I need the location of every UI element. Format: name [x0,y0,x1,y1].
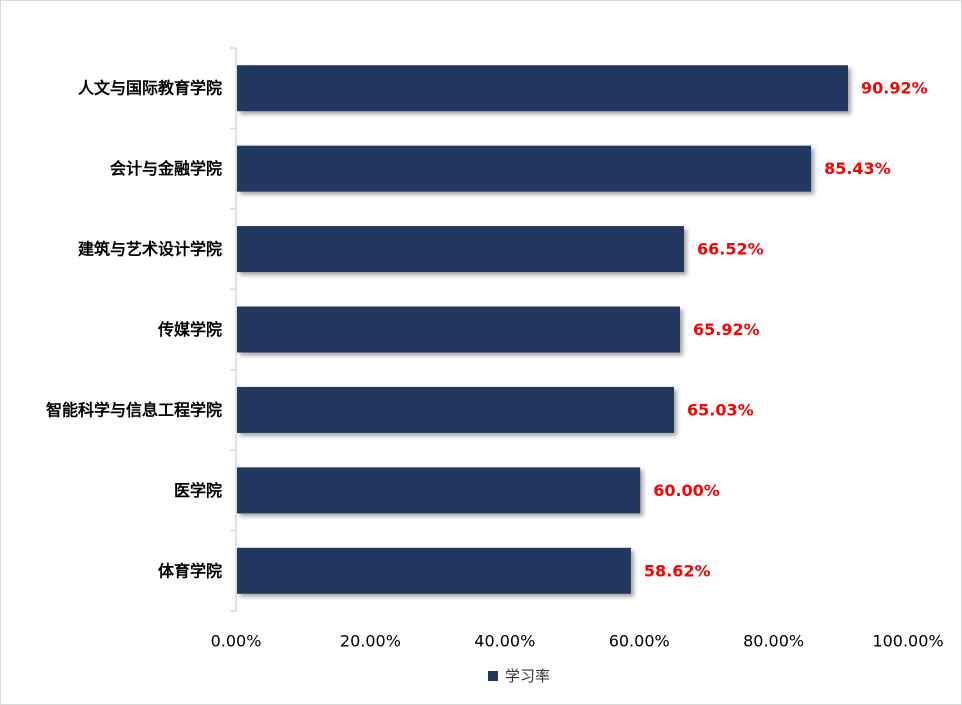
bar [237,145,812,192]
category-label: 体育学院 [158,561,222,580]
category-label: 人文与国际教育学院 [78,79,222,98]
y-axis [230,47,237,612]
x-tick-label: 0.00% [211,632,262,651]
bar [237,547,631,594]
category-label: 智能科学与信息工程学院 [46,400,222,419]
x-tick-label: 20.00% [340,632,401,651]
bar [237,306,680,353]
x-tick-label: 100.00% [872,632,943,651]
legend: 学习率 [488,667,550,685]
data-label: 90.92% [861,79,928,98]
category-label: 会计与金融学院 [110,159,222,178]
bar [237,467,641,514]
category-labels: 人文与国际教育学院会计与金融学院建筑与艺术设计学院传媒学院智能科学与信息工程学院… [46,79,222,581]
x-tick-label: 40.00% [474,632,535,651]
data-label: 65.03% [687,400,754,419]
bars [237,65,848,594]
legend-swatch [488,671,498,681]
x-tick-label: 80.00% [743,632,804,651]
x-tick-label: 60.00% [609,632,670,651]
data-label: 66.52% [697,240,764,259]
data-label: 85.43% [824,159,891,178]
data-label: 58.62% [644,561,711,580]
category-label: 建筑与艺术设计学院 [78,240,222,259]
data-label: 65.92% [693,320,760,339]
bar [237,226,685,273]
data-label: 60.00% [653,481,720,500]
data-labels: 90.92% 85.43% 66.52% 65.92% 65.03% 60.00% 58.6… [644,79,928,581]
category-label: 传媒学院 [157,320,222,339]
bar [237,65,848,112]
category-label: 医学院 [174,481,222,500]
bar [237,386,675,433]
x-axis-tick-labels: 0.00% 20.00% 40.00% 60.00% 80.00% 100.00% [211,632,944,651]
legend-label: 学习率 [505,667,550,685]
